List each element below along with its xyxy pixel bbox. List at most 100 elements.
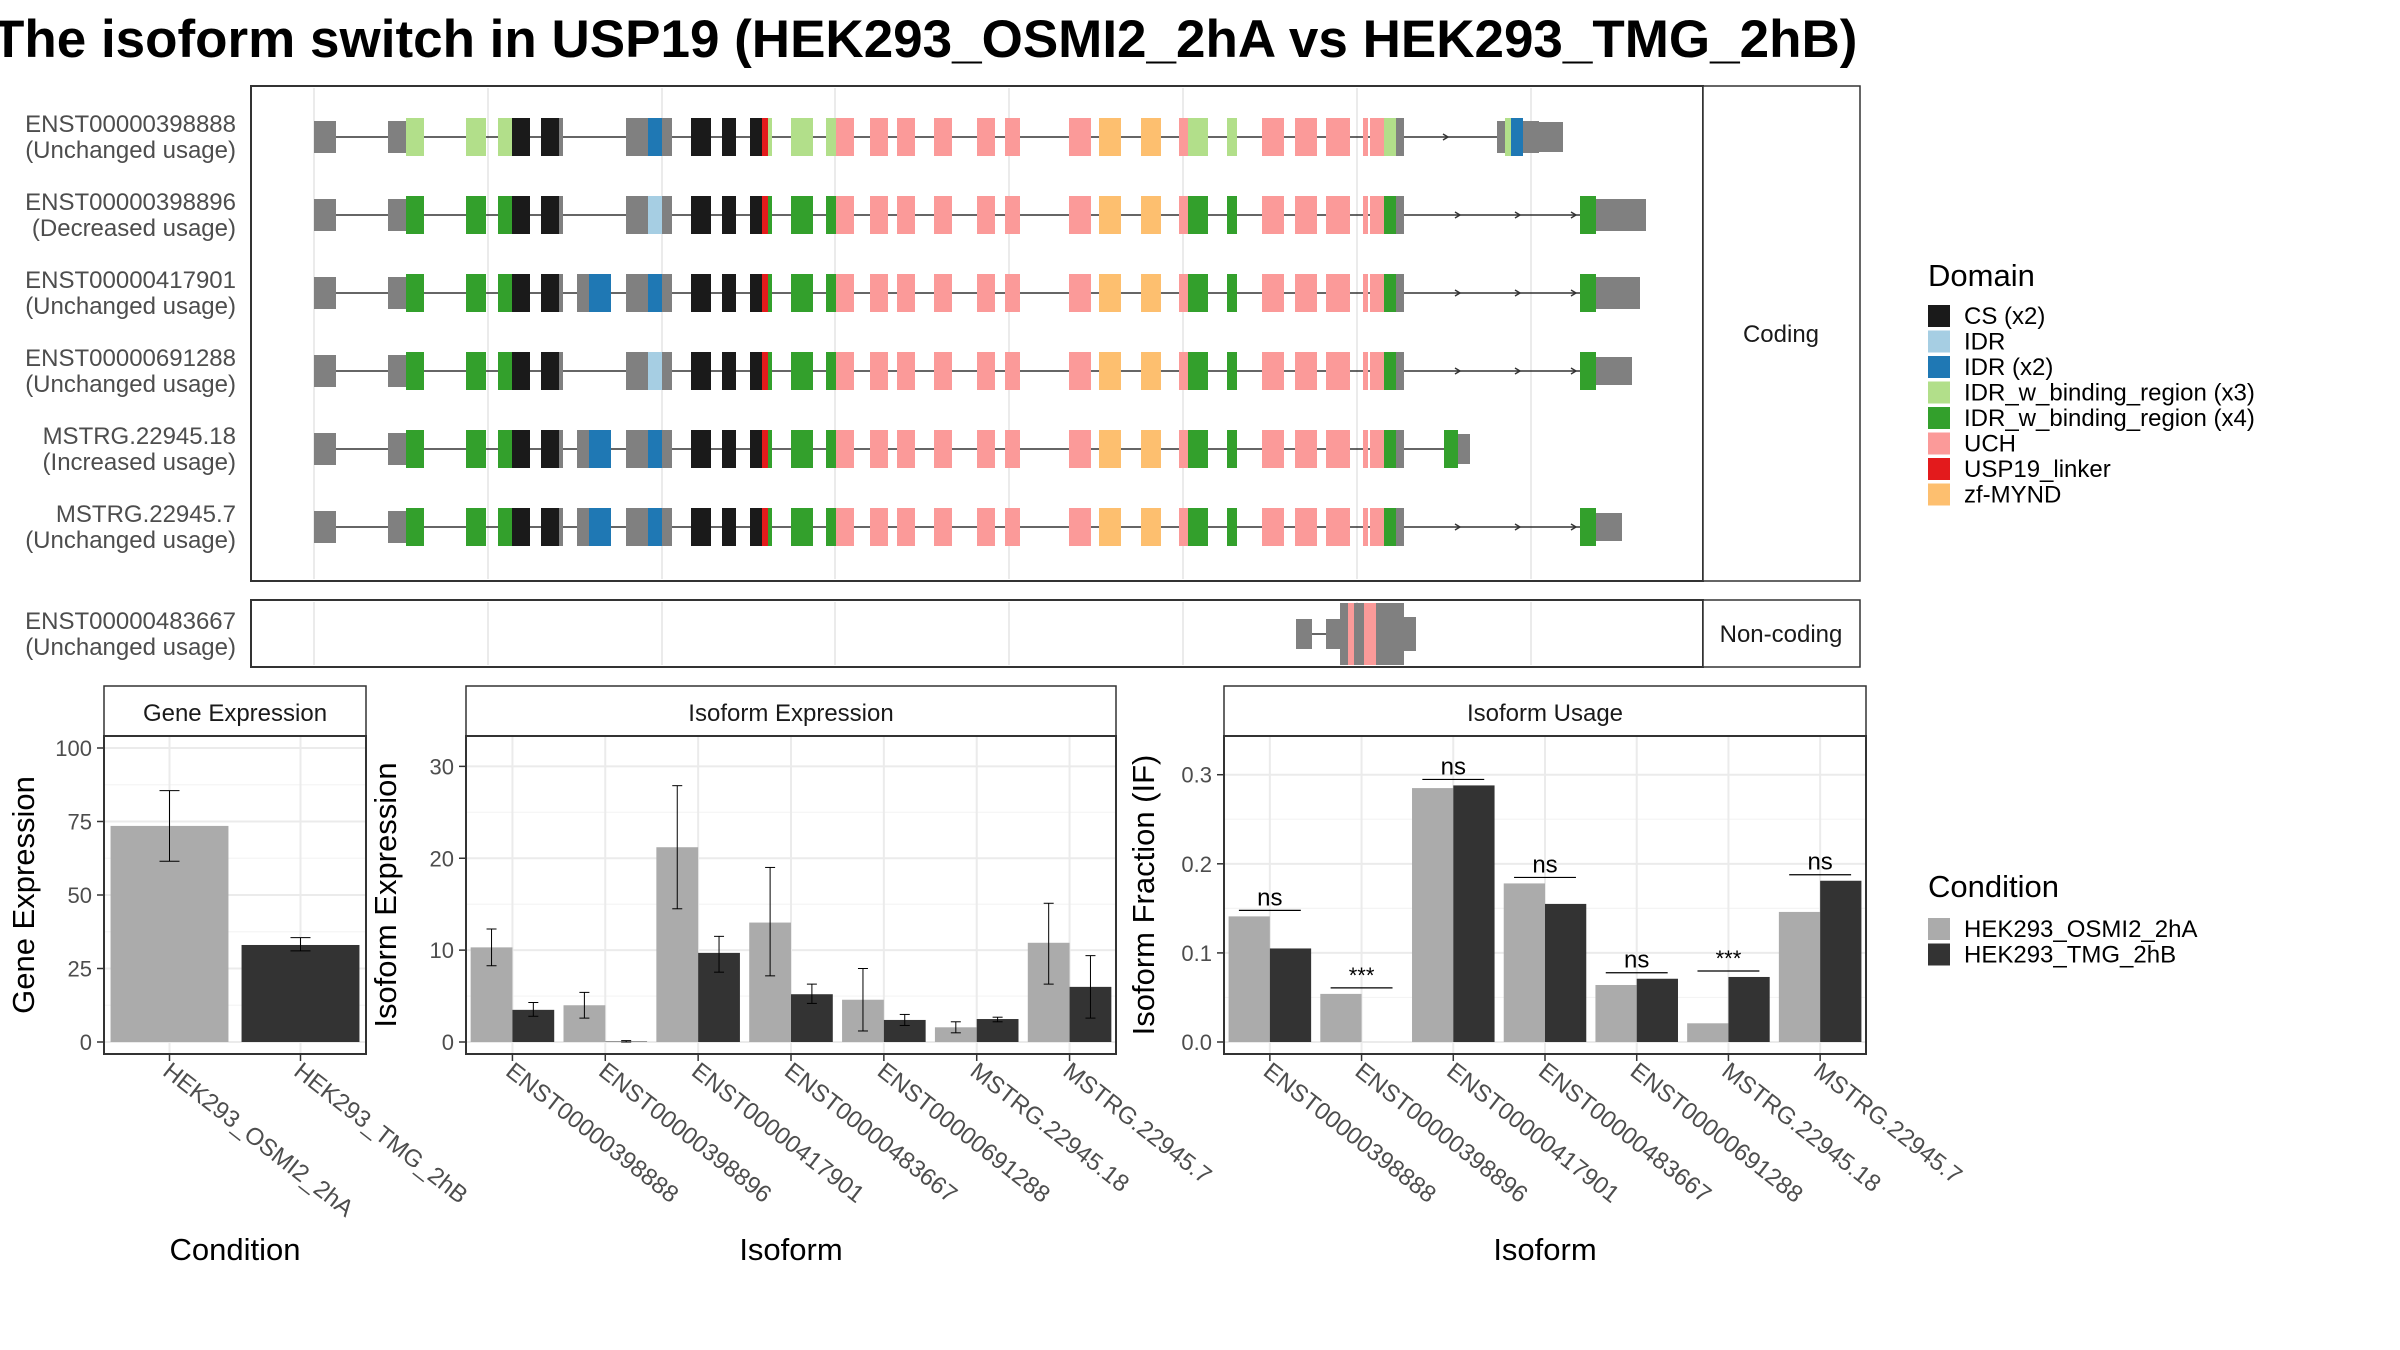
bar-chart: Isoform Expression 0 10 20 30 ENST00000398888…	[368, 685, 1216, 1267]
transcript-track: MSTRG.22945.7(Unchanged usage)	[25, 501, 1622, 554]
exon-block	[1370, 118, 1384, 156]
bar	[1545, 903, 1587, 1042]
exon-block	[870, 508, 888, 546]
coding-strip	[1702, 85, 1861, 582]
exon-block	[626, 118, 648, 156]
exon-block	[1005, 196, 1020, 234]
transcript-usage-label: (Unchanged usage)	[25, 527, 236, 554]
exon-block	[870, 430, 888, 468]
legend-swatch	[1928, 330, 1950, 353]
exon-block	[870, 118, 888, 156]
exon-block	[691, 352, 711, 390]
exon-block	[1141, 118, 1161, 156]
exon-block	[512, 274, 530, 312]
transcript-usage-label: (Unchanged usage)	[25, 293, 236, 320]
exon-block	[648, 352, 662, 390]
exon-block	[826, 274, 836, 312]
bar	[1320, 993, 1362, 1042]
exon-block	[1069, 196, 1091, 234]
transcript-id-label: MSTRG.22945.7	[56, 501, 236, 528]
x-tick-label: ENST00000483667	[1533, 1057, 1716, 1208]
y-tick-label: 75	[68, 810, 92, 835]
exon-block	[1262, 118, 1284, 156]
exon-block	[1227, 274, 1237, 312]
exon-block	[977, 508, 995, 546]
exon-block	[1596, 277, 1640, 309]
legend-swatch	[1928, 483, 1950, 506]
exon-block	[1227, 430, 1237, 468]
transcript-usage-label: (Decreased usage)	[32, 215, 236, 242]
legend-swatch	[1928, 407, 1950, 429]
exon-block	[934, 508, 952, 546]
exon-block	[466, 430, 486, 468]
x-axis-title: Condition	[170, 1232, 301, 1267]
transcript-id-label: ENST00000398888	[25, 111, 236, 138]
exon-block	[1396, 118, 1404, 156]
exon-block	[826, 118, 836, 156]
x-tick-label: ENST00000483667	[779, 1057, 962, 1208]
exon-block	[314, 277, 336, 309]
transcript-track: ENST00000483667(Unchanged usage)	[25, 603, 1416, 665]
bar	[1636, 978, 1678, 1042]
exon-block	[498, 196, 512, 234]
exon-block	[1396, 196, 1404, 234]
significance-label: ns	[1807, 849, 1832, 876]
exon-block	[1363, 118, 1368, 156]
exon-block	[1295, 352, 1317, 390]
exon-block	[1188, 430, 1208, 468]
exon-block	[498, 430, 512, 468]
exon-block	[626, 352, 648, 390]
exon-block	[870, 196, 888, 234]
y-tick-label: 20	[430, 846, 454, 871]
bar	[1228, 916, 1270, 1042]
exon-block	[498, 274, 512, 312]
exon-block	[1364, 603, 1376, 665]
exon-block	[977, 352, 995, 390]
x-tick-label: ENST00000398888	[501, 1057, 684, 1208]
exon-block	[1141, 508, 1161, 546]
exon-block	[897, 508, 915, 546]
exon-block	[768, 430, 772, 468]
exon-block	[512, 508, 530, 546]
exon-block	[1262, 430, 1284, 468]
exon-block	[1099, 352, 1121, 390]
exon-block	[512, 430, 530, 468]
y-tick-label: 0.2	[1181, 852, 1212, 877]
exon-block	[897, 196, 915, 234]
significance-label: ns	[1441, 753, 1466, 780]
exon-block	[512, 118, 530, 156]
exon-block	[1326, 352, 1350, 390]
exon-block	[768, 352, 772, 390]
exon-block	[577, 508, 589, 546]
exon-block	[1580, 196, 1596, 234]
exon-block	[1384, 118, 1396, 156]
exon-block	[1069, 508, 1091, 546]
exon-block	[791, 274, 813, 312]
expression-charts: Gene Expression0255075100HEK293_OSMI2_2h…	[6, 685, 1967, 1267]
exon-block	[1363, 430, 1368, 468]
exon-block	[791, 430, 813, 468]
exon-block	[1188, 196, 1208, 234]
plot-border	[103, 735, 367, 1055]
exon-block	[466, 508, 486, 546]
significance-label: ***	[1349, 963, 1375, 988]
exon-block	[648, 274, 662, 312]
direction-arrow	[1570, 289, 1578, 297]
exon-block	[1596, 357, 1632, 385]
exon-block	[1188, 274, 1208, 312]
exon-block	[466, 352, 486, 390]
bar-chart: Isoform Usage 0.0 0.1 0.2 0.3 ns *** ns ns ns *** n…	[1126, 685, 1967, 1267]
exon-block	[1141, 274, 1161, 312]
legend-label: IDR	[1964, 329, 2005, 356]
legend-label: zf-MYND	[1964, 482, 2061, 509]
exon-block	[648, 430, 662, 468]
exon-block	[1069, 352, 1091, 390]
legend-label: IDR_w_binding_region (x4)	[1964, 405, 2255, 432]
legend-label: CS (x2)	[1964, 303, 2045, 330]
direction-arrow	[1570, 523, 1578, 531]
exon-block	[826, 430, 836, 468]
exon-block	[662, 196, 672, 234]
exon-block	[1262, 352, 1284, 390]
chart-strip	[1223, 685, 1867, 737]
x-tick-label: ENST00000417901	[686, 1057, 869, 1208]
